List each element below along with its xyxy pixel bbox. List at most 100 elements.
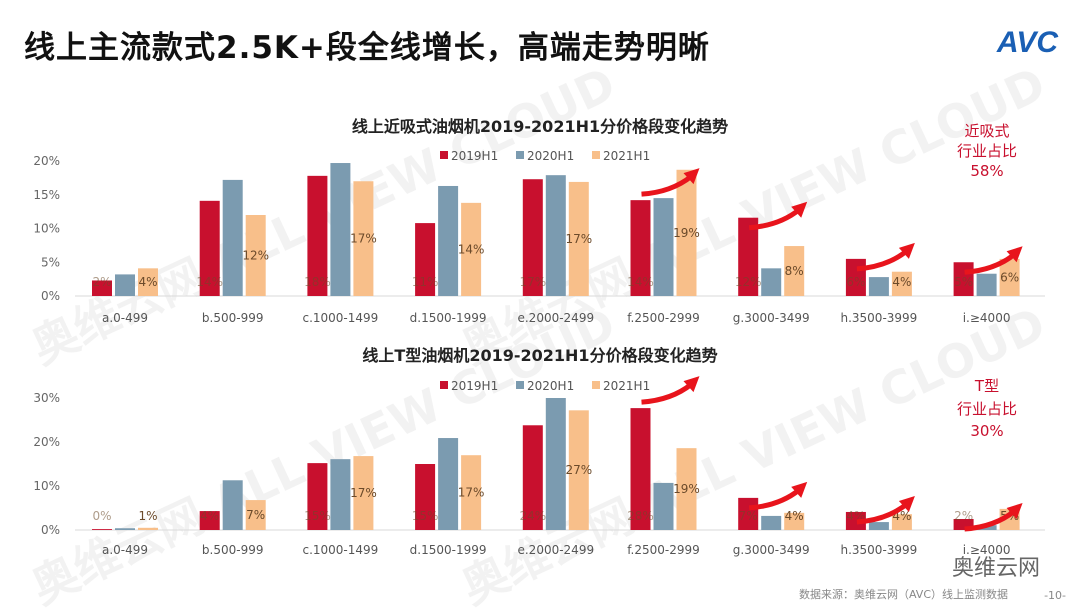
chart-title: 线上T型油烟机2019-2021H1分价格段变化趋势 (362, 346, 717, 365)
legend-swatch (516, 151, 524, 159)
bar-2020H1 (438, 438, 459, 530)
y-tick-label: 10% (33, 479, 60, 493)
bar-2020H1 (653, 198, 674, 296)
x-tick-label: h.3500-3999 (840, 311, 917, 325)
chart-title: 线上近吸式油烟机2019-2021H1分价格段变化趋势 (352, 117, 728, 136)
data-label: 17% (458, 486, 485, 500)
data-label: 18% (304, 275, 331, 289)
x-tick-label: f.2500-2999 (627, 311, 700, 325)
arrow-head-icon (898, 495, 915, 512)
trend-arrow-icon (641, 174, 694, 197)
y-tick-label: 20% (33, 435, 60, 449)
bar-2021H1 (353, 456, 374, 530)
bar-2020H1 (438, 185, 459, 296)
arrow-head-icon (683, 168, 700, 185)
bar-2020H1 (761, 515, 782, 530)
data-label: 2% (954, 509, 973, 523)
bar-2021H1 (891, 514, 912, 530)
bar-2021H1 (568, 181, 589, 296)
share-annotation: 行业占比 (957, 400, 1017, 418)
bar-2021H1 (245, 215, 266, 296)
bar-2020H1 (222, 480, 243, 530)
avc-logo: AVC (996, 26, 1058, 59)
x-tick-label: h.3500-3999 (840, 543, 917, 557)
legend-label: 2020H1 (527, 149, 574, 163)
trend-arrow-icon (964, 509, 1017, 532)
bar-2020H1 (545, 398, 566, 530)
data-label: 27% (565, 463, 592, 477)
legend-swatch (440, 151, 448, 159)
x-tick-label: g.3000-3499 (733, 543, 810, 557)
legend-label: 2021H1 (603, 149, 650, 163)
x-tick-label: g.3000-3499 (733, 311, 810, 325)
share-annotation: 30% (970, 422, 1003, 440)
arrow-head-icon (791, 481, 808, 498)
bar-2021H1 (568, 410, 589, 530)
page-number: -10- (1044, 589, 1066, 602)
data-label: 12% (735, 275, 762, 289)
x-tick-label: i.≥4000 (963, 543, 1011, 557)
legend-swatch (592, 151, 600, 159)
bar-2019H1 (92, 280, 112, 296)
share-annotation: 58% (970, 162, 1003, 180)
bar-2019H1 (199, 511, 220, 530)
bar-2020H1 (330, 459, 351, 530)
y-tick-label: 5% (41, 255, 60, 269)
bar-2021H1 (676, 448, 697, 530)
bar-2019H1 (522, 425, 543, 530)
share-annotation: 行业占比 (957, 142, 1017, 160)
bar-2021H1 (138, 527, 158, 530)
legend-label: 2020H1 (527, 379, 574, 393)
data-label: 17% (350, 486, 377, 500)
bar-2019H1 (738, 217, 759, 296)
trend-arrow-icon (964, 252, 1017, 275)
bar-2020H1 (545, 175, 566, 296)
data-label: 15% (304, 509, 331, 523)
y-tick-label: 10% (33, 222, 60, 236)
x-tick-label: e.2000-2499 (517, 311, 594, 325)
bar-2021H1 (999, 258, 1020, 296)
bar-2020H1 (868, 522, 889, 530)
data-label: 2% (92, 275, 111, 289)
data-label: 4% (785, 509, 804, 523)
bar-2020H1 (976, 273, 997, 296)
data-source: 数据来源：奥维云网（AVC）线上监测数据 (798, 588, 1008, 601)
data-label: 15% (412, 509, 439, 523)
bar-2021H1 (784, 512, 805, 530)
bar-2021H1 (784, 246, 805, 296)
bar-2021H1 (353, 181, 374, 296)
x-tick-label: f.2500-2999 (627, 543, 700, 557)
data-label: 6% (846, 275, 865, 289)
x-tick-label: a.0-499 (102, 311, 148, 325)
bar-2020H1 (868, 277, 889, 296)
data-label: 1% (138, 509, 157, 523)
data-label: 19% (673, 482, 700, 496)
bar-2019H1 (92, 529, 112, 530)
data-label: 19% (673, 226, 700, 240)
bar-2019H1 (845, 511, 866, 530)
trend-arrow-icon (641, 382, 694, 405)
bar-2021H1 (245, 500, 266, 530)
legend-swatch (592, 381, 600, 389)
legend-swatch (516, 381, 524, 389)
bar-2021H1 (461, 455, 482, 530)
trend-arrow-icon (856, 501, 909, 525)
slide-title: 线上主流款式2.5K+段全线增长，高端走势明晰 (24, 30, 710, 66)
bar-2019H1 (415, 223, 436, 296)
data-label: 0% (92, 509, 111, 523)
y-tick-label: 20% (33, 154, 60, 168)
bar-2020H1 (761, 268, 782, 296)
arrow-head-icon (898, 242, 915, 259)
data-label: 8% (785, 264, 804, 278)
data-label: 6% (1000, 270, 1019, 284)
y-tick-label: 0% (41, 523, 60, 537)
bar-2020H1 (115, 528, 135, 530)
data-label: 14% (196, 275, 223, 289)
bar-2021H1 (461, 202, 482, 296)
data-label: 5% (954, 275, 973, 289)
arrow-head-icon (683, 376, 700, 393)
bar-2019H1 (199, 200, 220, 296)
bar-2020H1 (222, 179, 243, 296)
bar-2021H1 (676, 169, 697, 296)
